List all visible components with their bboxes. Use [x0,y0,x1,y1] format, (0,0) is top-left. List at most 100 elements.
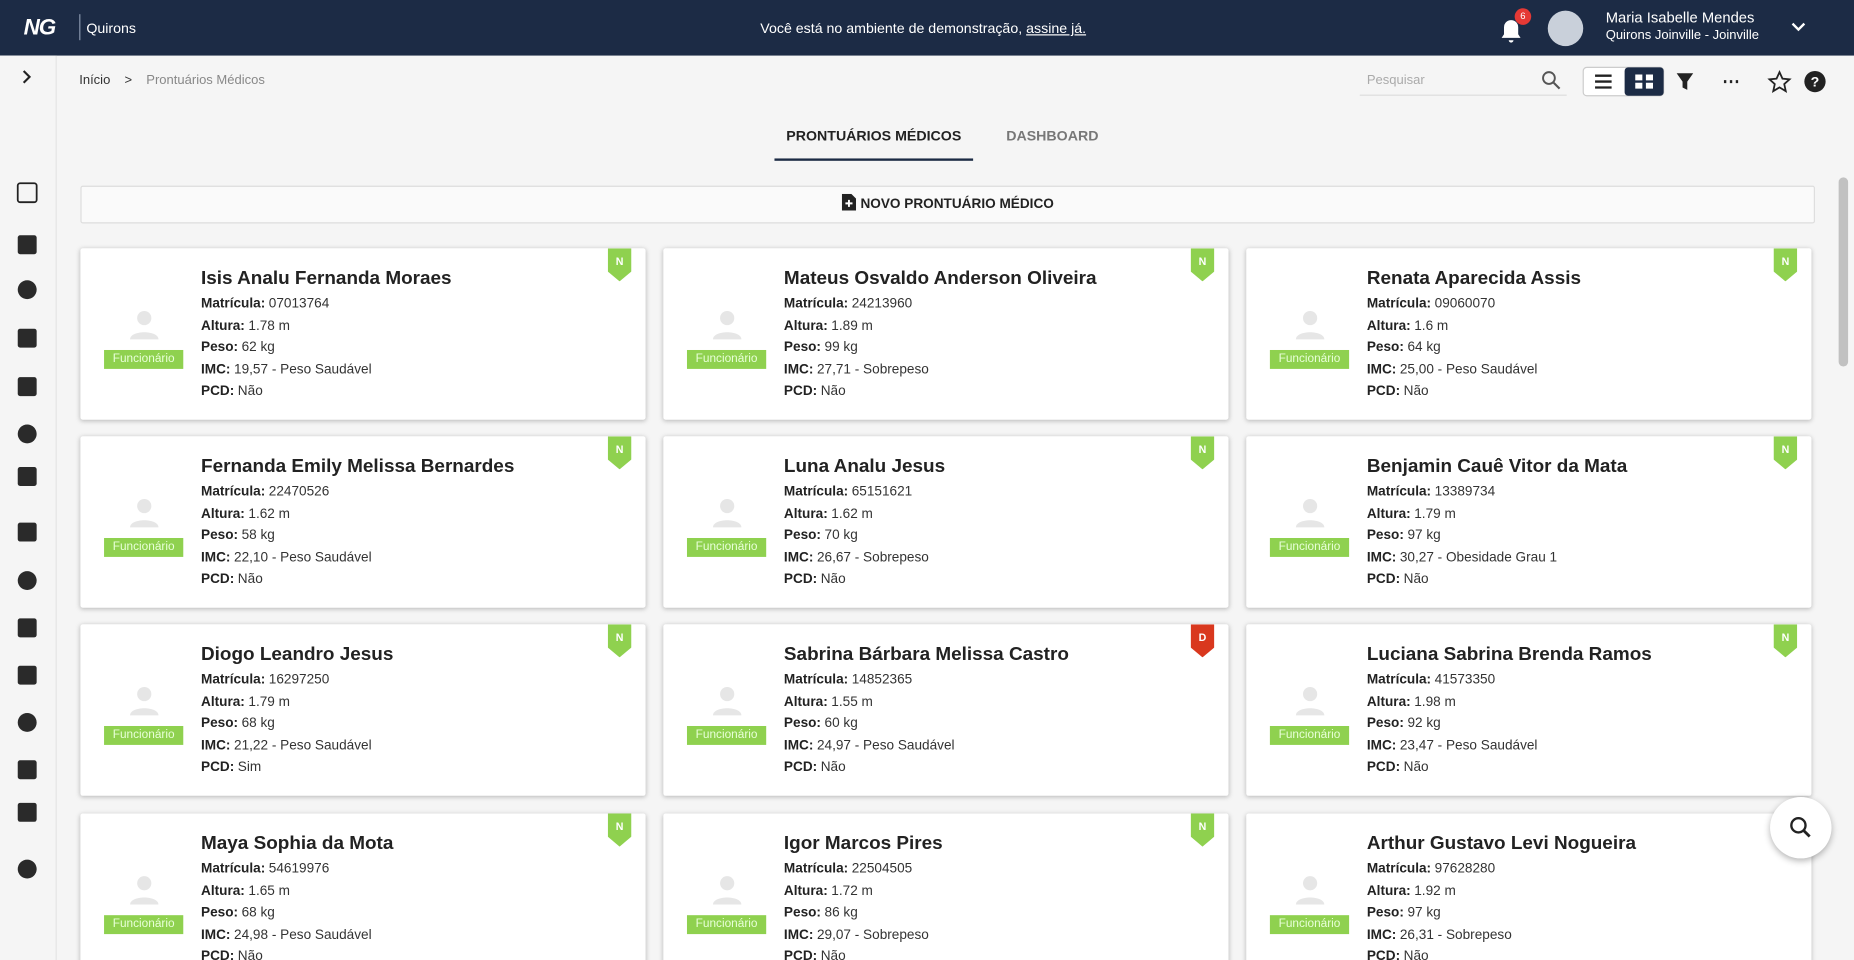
field-label: Altura: [783,506,828,521]
field-row: Altura: 1.79 m [201,695,290,709]
expand-icon[interactable] [22,70,32,84]
nav-icon[interactable] [17,377,37,397]
filter[interactable] [1676,73,1694,90]
help[interactable] [1804,70,1826,93]
tab-active[interactable]: PRONTUÁRIOS MÉDICOS [774,128,974,161]
record-card[interactable]: Funcionário N Isis Analu Fernanda Moraes Ma… [80,248,646,420]
nav-icon[interactable] [17,467,37,486]
field-row: Altura: 1.55 m [784,695,873,709]
field-row: PCD: Não [784,949,846,960]
search-box[interactable]: Pesquisar [1359,66,1567,96]
record-card[interactable]: Funcionário N Renata Aparecida Assis Matríc… [1246,248,1812,420]
nav-icon[interactable] [17,712,37,732]
field-value: 1.78 m [248,318,290,333]
avatar-placeholder [1294,683,1327,716]
scrollbar[interactable] [1838,177,1849,367]
field-value: 41573350 [1434,672,1496,687]
breadcrumb-item[interactable]: Início [79,73,111,88]
status-tag: Funcionário [1269,915,1350,935]
field-label: IMC: [1366,927,1397,942]
field-value: Não [820,572,846,587]
field-value: 26,67 - Sobrepeso [816,550,929,565]
nav-icon[interactable] [17,424,37,444]
field-label: Altura: [1366,883,1411,899]
field-row: PCD: Não [784,384,846,398]
nav-icon[interactable] [17,522,37,542]
new-record-button[interactable]: NOVO PRONTUÁRIO MÉDICO [80,185,1815,224]
field-label: Altura: [201,506,245,521]
record-card[interactable]: Funcionário N Benjamin Cauê Vitor da Mata M… [1246,436,1812,608]
favorite[interactable] [1767,69,1792,93]
field-value: 21,22 - Peso Saudável [234,738,372,753]
avatar-placeholder [128,495,161,528]
avatar-placeholder [1294,307,1327,340]
field-label: PCD: [1366,384,1401,399]
record-card[interactable]: Funcionário N Fernanda Emily Melissa Berna… [80,436,646,608]
field-row: Altura: 1.98 m [1367,695,1456,709]
divider [79,14,81,41]
field-value: Não [820,760,846,775]
record-card[interactable]: Funcionário N Luciana Sabrina Brenda Ramos… [1246,624,1812,796]
nav-icon[interactable] [17,235,37,255]
nav-icon[interactable] [17,859,37,879]
field-row: IMC: 26,67 - Sobrepeso [784,550,929,564]
field-value: 30,27 - Obesidade Grau 1 [1399,550,1558,565]
field-label: Peso: [201,340,239,355]
field-label: Matrícula: [783,672,849,687]
notification-count: 6 [1514,8,1532,25]
record-card[interactable]: Funcionário N Maya Sophia da Mota Matrícula… [80,813,646,960]
notification-bell[interactable] [1497,14,1525,45]
field-value: Não [820,949,846,960]
field-row: PCD: Não [201,384,263,398]
nav-icon[interactable] [17,328,37,348]
badge: N [1773,436,1798,470]
nav-icon[interactable] [17,571,37,591]
avatar[interactable] [1547,10,1584,47]
field-value: Não [1403,384,1429,399]
user-menu-toggle[interactable] [1790,19,1807,36]
field-value: 70 kg [824,528,858,543]
logo[interactable]: NG [23,15,56,41]
field-row: Matrícula: 22504505 [784,862,912,876]
tab[interactable]: DASHBOARD [1006,127,1099,145]
field-label: Altura: [783,883,828,899]
record-card[interactable]: Funcionário D Sabrina Bárbara Melissa Cast… [663,624,1229,796]
nav-icon[interactable] [16,182,38,204]
field-value: 1.79 m [1414,506,1456,521]
field-row: IMC: 26,31 - Sobrepeso [1367,928,1512,942]
field-value: 16297250 [268,672,330,687]
field-value: 65151621 [851,484,913,499]
field-label: IMC: [1366,738,1397,753]
nav-icon[interactable] [17,760,37,780]
field-row: Matrícula: 13389734 [1367,485,1495,499]
nav-icon[interactable] [17,280,37,300]
toolbar: ? [1582,66,1826,97]
field-label: PCD: [783,760,818,775]
field-value: Não [820,384,846,399]
status-tag: Funcionário [104,725,184,745]
field-value: 97 kg [1407,905,1441,920]
record-card[interactable]: Funcionário N Mateus Osvaldo Anderson Oliv… [663,248,1229,420]
list-view[interactable] [1595,74,1612,89]
record-card[interactable]: Funcionário N Igor Marcos Pires Matrícula: 2… [663,813,1229,960]
field-row: Matrícula: 22470526 [201,485,329,499]
field-label: IMC: [783,550,814,565]
badge: N [1773,624,1798,658]
nav-icon[interactable] [17,802,37,822]
field-row: PCD: Não [201,572,263,586]
field-value: 29,07 - Sobrepeso [816,927,929,942]
nav-icon[interactable] [17,665,37,685]
field-label: Peso: [783,716,821,731]
field-label: PCD: [783,949,818,960]
status-tag: Funcionário [686,349,767,369]
badge: D [1190,624,1215,658]
demo-link[interactable]: assine já. [1026,20,1087,37]
grid-view[interactable] [1624,67,1664,96]
record-card[interactable]: Funcionário N Diogo Leandro Jesus Matrícula… [80,624,646,796]
status-tag: Funcionário [104,915,184,935]
record-card[interactable]: Funcionário N Luna Analu Jesus Matrícula: 65… [663,436,1229,608]
record-card[interactable]: FuncionárioNArthur Gustavo Levi Nogueira… [1246,813,1812,960]
field-value: 1.62 m [831,506,873,521]
search-fab[interactable] [1770,796,1832,859]
nav-icon[interactable] [17,618,37,638]
